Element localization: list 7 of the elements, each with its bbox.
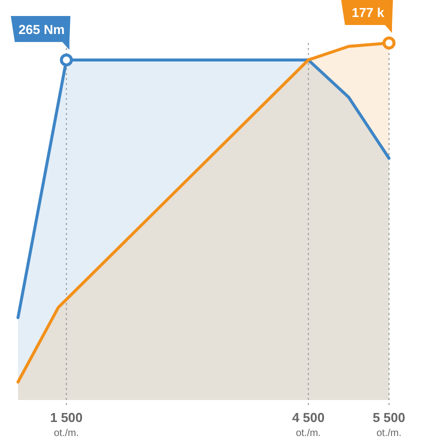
x-tick-label: 5 500 ot./m. [372, 410, 406, 438]
flag-callout: 177 k [341, 0, 393, 33]
flag-callout: 265 Nm [10, 16, 70, 50]
annotation: 265 Nm [18, 22, 65, 37]
x-tick-label: 4 500 ot./m. [292, 410, 325, 438]
x-tick-label: 1 500 ot./m. [50, 410, 83, 438]
annotation: 177 k [352, 5, 386, 20]
